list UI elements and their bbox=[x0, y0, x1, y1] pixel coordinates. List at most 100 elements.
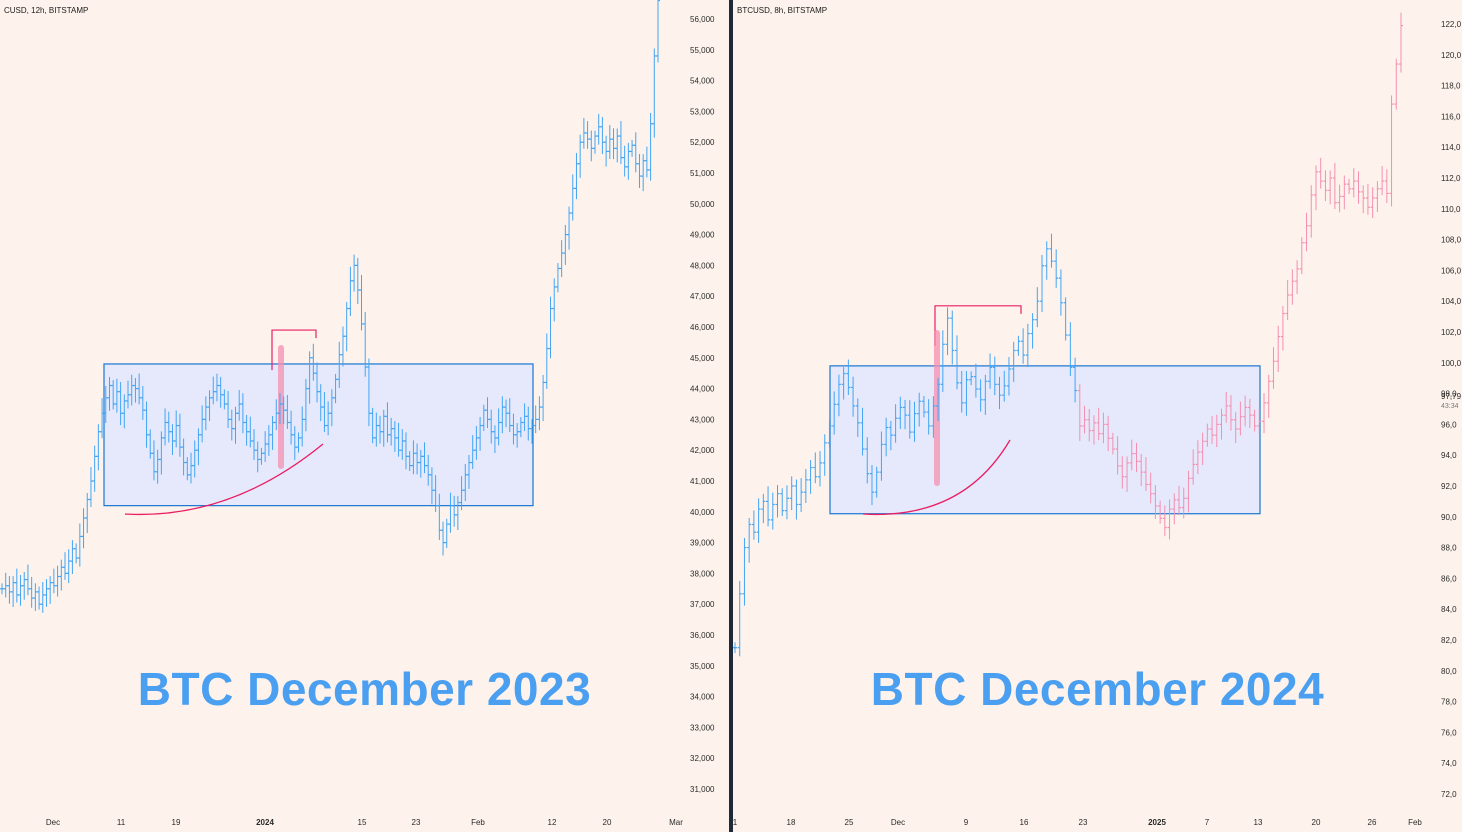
candle[interactable] bbox=[917, 392, 922, 427]
candle[interactable] bbox=[555, 263, 560, 293]
candle[interactable] bbox=[29, 576, 34, 608]
candle[interactable] bbox=[504, 399, 509, 428]
candle[interactable] bbox=[604, 135, 609, 167]
candle[interactable] bbox=[126, 380, 131, 409]
breakout-line[interactable] bbox=[271, 329, 317, 371]
candle[interactable] bbox=[466, 454, 471, 489]
candle[interactable] bbox=[888, 421, 893, 451]
chart-svg-2024[interactable]: 122,0 120,0 118,0 116,0 114,0 112,0 110,0 108,0… bbox=[733, 0, 1462, 832]
candle[interactable] bbox=[1309, 185, 1314, 238]
candle[interactable] bbox=[1304, 212, 1309, 252]
candle[interactable] bbox=[1271, 347, 1276, 389]
candle[interactable] bbox=[281, 396, 286, 425]
candle[interactable] bbox=[492, 425, 497, 453]
candle[interactable] bbox=[898, 396, 903, 430]
candle[interactable] bbox=[1332, 162, 1337, 210]
candle[interactable] bbox=[374, 412, 379, 447]
candle[interactable] bbox=[1399, 12, 1403, 73]
candle[interactable] bbox=[1068, 322, 1073, 377]
candle[interactable] bbox=[903, 399, 908, 430]
candle[interactable] bbox=[129, 374, 134, 406]
candle[interactable] bbox=[296, 432, 301, 453]
candle[interactable] bbox=[1262, 393, 1267, 434]
candle[interactable] bbox=[578, 134, 583, 178]
candle[interactable] bbox=[1082, 405, 1087, 434]
candle[interactable] bbox=[1347, 178, 1352, 195]
candle[interactable] bbox=[40, 582, 45, 613]
candle[interactable] bbox=[548, 296, 553, 359]
candle[interactable] bbox=[955, 335, 959, 390]
candle[interactable] bbox=[641, 154, 646, 192]
candle[interactable] bbox=[1280, 305, 1285, 351]
candle[interactable] bbox=[822, 434, 827, 476]
candle[interactable] bbox=[63, 552, 68, 580]
highlight-candle[interactable] bbox=[934, 330, 940, 486]
candle[interactable] bbox=[233, 406, 238, 444]
candle[interactable] bbox=[1257, 408, 1262, 435]
candle[interactable] bbox=[846, 359, 851, 395]
candle[interactable] bbox=[1299, 237, 1304, 275]
candle[interactable] bbox=[77, 523, 82, 567]
candle[interactable] bbox=[799, 478, 804, 513]
candle[interactable] bbox=[574, 152, 579, 200]
candle[interactable] bbox=[1351, 168, 1356, 198]
candle[interactable] bbox=[1091, 415, 1096, 445]
candle[interactable] bbox=[637, 154, 642, 188]
candle[interactable] bbox=[803, 469, 808, 503]
candle[interactable] bbox=[644, 146, 649, 178]
candle[interactable] bbox=[818, 451, 823, 487]
candle[interactable] bbox=[292, 426, 297, 461]
candle[interactable] bbox=[931, 396, 936, 438]
candle[interactable] bbox=[1228, 395, 1233, 431]
candle[interactable] bbox=[1049, 233, 1054, 268]
candle[interactable] bbox=[255, 441, 260, 473]
candle[interactable] bbox=[163, 408, 168, 446]
candle[interactable] bbox=[51, 568, 56, 594]
candle[interactable] bbox=[1073, 357, 1078, 403]
candle[interactable] bbox=[893, 404, 898, 443]
candle[interactable] bbox=[207, 390, 212, 422]
candle[interactable] bbox=[1063, 297, 1068, 341]
candle[interactable] bbox=[444, 518, 449, 548]
candle[interactable] bbox=[322, 391, 327, 433]
candle[interactable] bbox=[1318, 157, 1323, 189]
candle[interactable] bbox=[59, 559, 64, 591]
candle[interactable] bbox=[96, 424, 101, 471]
candle[interactable] bbox=[107, 376, 112, 411]
candle[interactable] bbox=[344, 302, 349, 352]
candle[interactable] bbox=[192, 440, 197, 478]
candle[interactable] bbox=[1025, 323, 1030, 367]
candle[interactable] bbox=[289, 410, 294, 445]
candle[interactable] bbox=[337, 341, 342, 388]
candle[interactable] bbox=[496, 408, 501, 446]
candle[interactable] bbox=[329, 389, 334, 427]
candle[interactable] bbox=[1143, 457, 1148, 491]
candle[interactable] bbox=[88, 466, 93, 508]
candle[interactable] bbox=[1370, 187, 1375, 219]
candle[interactable] bbox=[1365, 184, 1370, 215]
candle[interactable] bbox=[836, 374, 841, 417]
candle[interactable] bbox=[203, 396, 208, 431]
candle[interactable] bbox=[1375, 181, 1380, 213]
candle[interactable] bbox=[770, 492, 775, 530]
candle[interactable] bbox=[964, 371, 969, 416]
candle[interactable] bbox=[14, 568, 19, 603]
candle[interactable] bbox=[997, 376, 1002, 410]
candle[interactable] bbox=[945, 307, 950, 356]
candle[interactable] bbox=[589, 130, 594, 162]
candle[interactable] bbox=[879, 431, 884, 481]
candle[interactable] bbox=[926, 399, 931, 435]
candle[interactable] bbox=[1125, 456, 1130, 492]
candle[interactable] bbox=[950, 310, 955, 365]
candle[interactable] bbox=[500, 396, 505, 434]
candle[interactable] bbox=[1139, 453, 1144, 487]
candle[interactable] bbox=[1106, 415, 1111, 452]
candle[interactable] bbox=[229, 409, 234, 441]
candle[interactable] bbox=[189, 452, 194, 484]
candle[interactable] bbox=[485, 397, 490, 429]
candle[interactable] bbox=[1191, 449, 1196, 485]
candle[interactable] bbox=[248, 416, 253, 448]
candle[interactable] bbox=[118, 381, 123, 426]
candle[interactable] bbox=[18, 574, 23, 606]
candle[interactable] bbox=[1162, 505, 1167, 537]
